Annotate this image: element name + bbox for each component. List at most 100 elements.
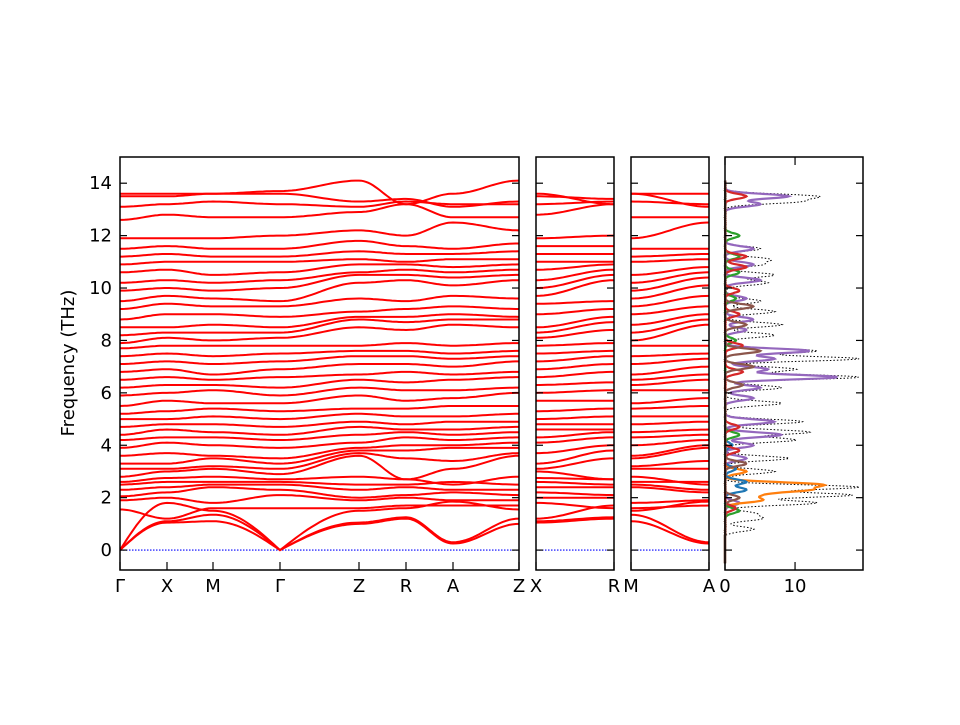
phonon-band-2 — [536, 501, 614, 510]
phonon-band-10 — [536, 457, 614, 470]
phonon-band-41 — [631, 200, 709, 206]
dos-x-tick-label: 0 — [719, 576, 730, 597]
phonon-band-22 — [120, 370, 519, 381]
phonon-band-10 — [120, 452, 519, 470]
k-point-label: Γ — [115, 576, 125, 597]
phonon-band-35 — [631, 266, 709, 276]
phonon-band-6 — [120, 483, 519, 491]
phonon-band-19 — [631, 397, 709, 405]
y-tick-label: 12 — [89, 226, 112, 247]
phonon-band-37 — [120, 250, 519, 258]
phonon-band-2 — [120, 500, 519, 552]
phonon-band-15 — [120, 425, 519, 436]
phonon-band-9 — [536, 470, 614, 481]
phonon-band-7 — [120, 480, 519, 486]
phonon-band-3 — [536, 504, 614, 520]
phonon-band-32 — [536, 279, 614, 297]
dos-frame — [724, 156, 864, 571]
phonon-band-29 — [536, 315, 614, 329]
phonon-band-41 — [120, 200, 519, 208]
phonon-band-31 — [631, 294, 709, 308]
phonon-band-10 — [631, 460, 709, 468]
phonon-band-38 — [120, 239, 519, 250]
k-point-label: R — [608, 576, 621, 597]
phonon-band-41 — [536, 200, 614, 206]
phonon-band-34 — [536, 268, 614, 282]
phonon-band-27 — [120, 323, 519, 345]
phonon-band-39 — [120, 221, 519, 240]
phonon-band-15 — [631, 428, 709, 434]
phonon-band-1 — [120, 513, 519, 552]
band-panel-M-A — [631, 192, 709, 551]
phonon-band-23 — [120, 360, 519, 376]
phonon-band-42 — [120, 192, 519, 208]
k-point-label: A — [447, 576, 460, 597]
k-point-label: X — [530, 576, 542, 597]
y-tick-label: 0 — [101, 540, 112, 561]
phonon-band-43 — [536, 192, 614, 206]
k-point-label: Z — [513, 576, 525, 597]
phonon-band-27 — [536, 329, 614, 339]
phonon-band-17 — [536, 415, 614, 421]
band-panel-main — [120, 179, 519, 552]
phonon-band-4 — [120, 494, 519, 504]
phonon-band-25 — [120, 349, 519, 358]
phonon-band-39 — [536, 234, 614, 240]
phonon-band-21 — [631, 378, 709, 386]
phonon-band-1 — [536, 516, 614, 523]
phonon-band-28 — [631, 318, 709, 334]
dos-panel — [723, 180, 860, 564]
k-point-label: A — [703, 576, 716, 597]
phonon-band-32 — [631, 284, 709, 300]
phonon-band-22 — [631, 373, 709, 381]
phonon-band-6 — [631, 483, 709, 491]
phonon-band-5 — [631, 486, 709, 494]
dos-series-purple — [723, 180, 838, 564]
phonon-band-1 — [631, 513, 709, 544]
phonon-band-34 — [120, 268, 519, 284]
phonon-band-33 — [120, 273, 519, 292]
phonon-band-36 — [120, 258, 519, 266]
k-point-label: M — [623, 576, 639, 597]
phonon-band-31 — [536, 300, 614, 305]
phonon-band-3 — [631, 504, 709, 510]
phonon-band-11 — [120, 446, 519, 465]
phonon-band-19 — [120, 391, 519, 407]
phonon-band-14 — [536, 431, 614, 439]
phonon-band-12 — [120, 441, 519, 460]
phonon-band-25 — [536, 349, 614, 355]
dos-x-tick-label: 10 — [784, 576, 807, 597]
phonon-band-21 — [536, 381, 614, 386]
phonon-band-24 — [120, 355, 519, 365]
phonon-band-12 — [631, 444, 709, 457]
phonon-band-7 — [536, 480, 614, 486]
phonon-band-9 — [120, 454, 519, 481]
panel-frame — [535, 156, 615, 571]
phonon-band-36 — [631, 258, 709, 263]
phonon-band-30 — [631, 305, 709, 316]
phonon-band-40 — [536, 203, 614, 216]
phonon-band-18 — [536, 407, 614, 413]
phonon-band-24 — [631, 357, 709, 365]
y-tick-label: 14 — [89, 173, 112, 194]
phonon-band-3 — [120, 504, 519, 520]
phonon-band-14 — [631, 433, 709, 439]
y-tick-label: 6 — [101, 383, 112, 404]
phonon-band-25 — [631, 352, 709, 358]
phonon-band-27 — [631, 323, 709, 342]
phonon-band-8 — [631, 475, 709, 486]
phonon-band-11 — [536, 449, 614, 465]
phonon-band-35 — [536, 263, 614, 271]
phonon-band-23 — [631, 365, 709, 376]
phonon-band-31 — [120, 294, 519, 310]
phonon-band-42 — [536, 195, 614, 200]
phonon-band-21 — [120, 376, 519, 389]
phonon-band-12 — [536, 444, 614, 455]
phonon-band-4 — [631, 499, 709, 504]
phonon-band-13 — [536, 436, 614, 444]
phonon-band-13 — [120, 436, 519, 449]
phonon-band-33 — [631, 276, 709, 292]
phonon-band-26 — [536, 342, 614, 347]
y-tick-label: 8 — [101, 330, 112, 351]
